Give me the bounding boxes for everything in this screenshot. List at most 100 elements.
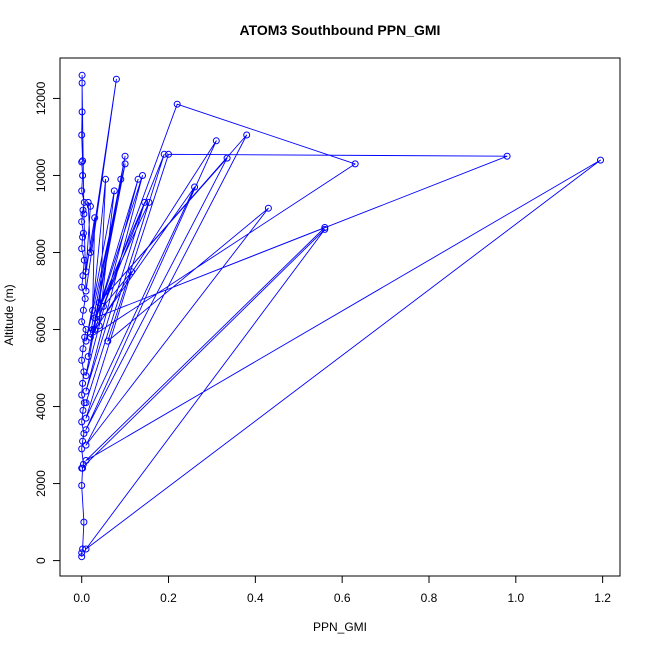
data-point — [91, 326, 99, 333]
data-point — [82, 387, 90, 395]
chart-title: ATOM3 Southbound PPN_GMI — [240, 22, 441, 38]
y-tick-label: 4000 — [34, 393, 48, 420]
data-point — [597, 156, 604, 164]
data-point — [79, 233, 87, 241]
data-point — [82, 337, 90, 345]
data-point — [78, 218, 86, 226]
data-point — [121, 152, 129, 160]
data-point — [264, 204, 272, 212]
data-point — [99, 302, 107, 310]
data-point — [79, 172, 87, 179]
series-line — [81, 74, 601, 557]
data-point — [79, 379, 87, 387]
data-point — [80, 210, 88, 218]
data-point — [102, 175, 110, 183]
data-point — [503, 152, 511, 160]
data-point — [86, 202, 94, 210]
data-point — [78, 356, 86, 364]
data-point — [82, 372, 90, 380]
series-layer — [78, 71, 604, 561]
y-axis-label: Altitude (m) — [2, 284, 16, 345]
data-point — [78, 158, 86, 166]
data-point — [223, 154, 231, 162]
data-point — [128, 268, 136, 276]
y-tick-label: 12000 — [34, 81, 48, 115]
data-point — [82, 414, 90, 422]
data-point — [117, 175, 125, 183]
data-point — [79, 345, 87, 353]
x-tick-label: 1.0 — [507, 591, 524, 605]
data-point — [141, 198, 149, 206]
data-point — [78, 187, 86, 195]
y-tick-label: 6000 — [34, 316, 48, 343]
data-point — [95, 299, 103, 307]
data-point — [173, 100, 181, 108]
data-point — [79, 157, 87, 165]
data-point — [81, 295, 89, 303]
data-point — [82, 287, 90, 295]
data-point — [91, 314, 99, 322]
data-point — [78, 283, 86, 291]
data-point — [91, 214, 99, 222]
x-tick-label: 1.2 — [594, 591, 611, 605]
data-point — [89, 306, 97, 314]
x-tick-label: 0.4 — [247, 591, 264, 605]
data-point — [191, 183, 199, 191]
data-point — [79, 406, 87, 414]
data-point — [79, 206, 87, 214]
x-tick-label: 0.6 — [334, 591, 351, 605]
x-tick-label: 0.2 — [160, 591, 177, 605]
data-point — [86, 249, 94, 256]
data-point — [79, 437, 87, 445]
data-point — [139, 172, 146, 179]
plot-frame — [59, 57, 621, 577]
data-point — [80, 430, 88, 437]
data-point — [351, 160, 359, 168]
data-point — [134, 175, 142, 183]
x-tick-label: 0.0 — [73, 591, 90, 605]
data-point — [79, 229, 87, 237]
data-point — [82, 326, 90, 333]
data-point — [86, 333, 94, 341]
data-point — [165, 150, 172, 158]
data-point — [160, 150, 168, 158]
data-point — [82, 457, 90, 464]
data-point — [121, 160, 129, 168]
data-point — [78, 549, 86, 557]
data-point — [79, 306, 87, 314]
data-point — [79, 545, 87, 553]
data-point — [78, 71, 86, 79]
y-axis: 0 2000 4000 6000 8000 10000 12000 — [34, 81, 61, 564]
data-point — [82, 441, 90, 449]
data-point — [212, 137, 220, 145]
data-point — [78, 482, 86, 489]
data-point — [82, 426, 90, 434]
data-point — [80, 518, 88, 526]
x-axis: 0.0 0.2 0.4 0.6 0.8 1.0 1.2 — [73, 575, 611, 605]
data-point — [243, 131, 251, 139]
data-point — [321, 224, 329, 231]
data-point — [321, 225, 329, 233]
data-point — [80, 368, 88, 376]
data-point — [78, 445, 86, 453]
data-point — [78, 553, 86, 561]
data-point — [104, 337, 112, 345]
data-point — [78, 108, 86, 116]
data-point — [80, 198, 88, 206]
y-tick-label: 0 — [34, 557, 48, 564]
data-point — [84, 353, 92, 360]
data-point — [82, 399, 90, 407]
data-point — [84, 198, 92, 206]
y-tick-label: 8000 — [34, 239, 48, 266]
data-point — [82, 545, 90, 553]
data-point — [89, 326, 97, 333]
data-point — [78, 318, 86, 326]
data-point — [78, 464, 86, 472]
data-point — [80, 256, 88, 264]
x-tick-label: 0.8 — [421, 591, 438, 605]
data-point — [78, 79, 86, 87]
x-axis-label: PPN_GMI — [313, 620, 367, 634]
data-point — [86, 329, 94, 337]
